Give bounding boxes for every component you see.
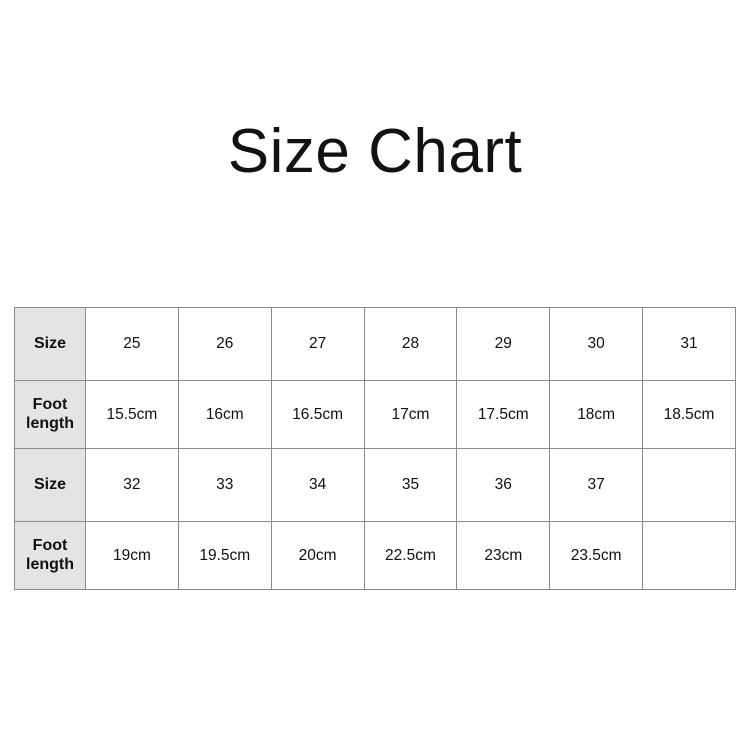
table-cell: 28 bbox=[363, 307, 458, 381]
page-title: Size Chart bbox=[227, 117, 523, 186]
table-cell: 30 bbox=[549, 307, 644, 381]
table-cell: 18.5cm bbox=[642, 380, 736, 449]
table-cell: 29 bbox=[456, 307, 551, 381]
row-label-foot-length: Foot length bbox=[14, 380, 86, 449]
size-table-body: Size 25 26 27 28 29 30 31 Foot length 15… bbox=[14, 307, 736, 590]
table-cell: 16cm bbox=[177, 380, 272, 449]
table-cell: 32 bbox=[85, 448, 179, 522]
table-cell: 22.5cm bbox=[363, 521, 458, 590]
table-row: Size 25 26 27 28 29 30 31 bbox=[14, 307, 736, 381]
table-cell: 15.5cm bbox=[85, 380, 179, 449]
table-cell: 17.5cm bbox=[456, 380, 551, 449]
table-cell: 25 bbox=[85, 307, 179, 381]
table-cell: 17cm bbox=[363, 380, 458, 449]
table-row: Foot length 19cm 19.5cm 20cm 22.5cm 23cm… bbox=[14, 521, 736, 590]
row-label-foot-length: Foot length bbox=[14, 521, 86, 590]
table-cell: 33 bbox=[177, 448, 272, 522]
table-cell: 18cm bbox=[549, 380, 644, 449]
size-table-container: Size 25 26 27 28 29 30 31 Foot length 15… bbox=[14, 307, 736, 590]
table-cell: 35 bbox=[363, 448, 458, 522]
table-cell: 16.5cm bbox=[270, 380, 365, 449]
table-row: Foot length 15.5cm 16cm 16.5cm 17cm 17.5… bbox=[14, 380, 736, 449]
size-chart-table: Size 25 26 27 28 29 30 31 Foot length 15… bbox=[14, 307, 736, 590]
table-cell-empty bbox=[642, 448, 736, 522]
table-cell: 19cm bbox=[85, 521, 179, 590]
row-label-size: Size bbox=[14, 307, 86, 381]
table-cell: 26 bbox=[177, 307, 272, 381]
table-cell: 20cm bbox=[270, 521, 365, 590]
table-cell: 31 bbox=[642, 307, 736, 381]
row-label-size: Size bbox=[14, 448, 86, 522]
table-row: Size 32 33 34 35 36 37 bbox=[14, 448, 736, 522]
table-cell: 23cm bbox=[456, 521, 551, 590]
table-cell: 23.5cm bbox=[549, 521, 644, 590]
table-cell: 37 bbox=[549, 448, 644, 522]
table-cell: 36 bbox=[456, 448, 551, 522]
table-cell: 27 bbox=[270, 307, 365, 381]
table-cell-empty bbox=[642, 521, 736, 590]
table-cell: 19.5cm bbox=[177, 521, 272, 590]
table-cell: 34 bbox=[270, 448, 365, 522]
